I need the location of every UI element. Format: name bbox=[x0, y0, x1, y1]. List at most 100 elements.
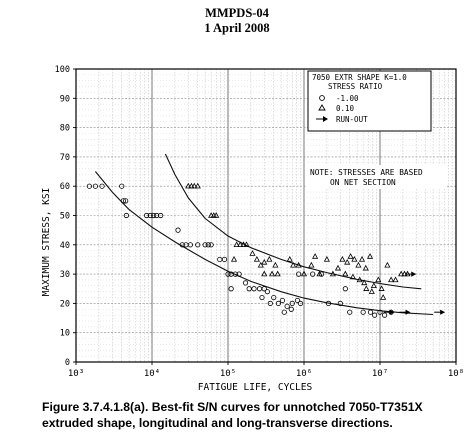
point-triangle bbox=[272, 261, 279, 268]
point-triangle bbox=[191, 182, 198, 189]
point-circle bbox=[284, 303, 290, 309]
legend-triangle-icon bbox=[318, 104, 326, 111]
legend-entry-circle: -1.00 bbox=[336, 94, 359, 103]
point-circle bbox=[232, 271, 238, 277]
y-tick-label: 40 bbox=[60, 241, 70, 251]
point-triangle bbox=[253, 256, 260, 262]
point-circle bbox=[120, 198, 126, 204]
point-triangle bbox=[249, 250, 256, 256]
point-circle bbox=[289, 300, 295, 306]
point-runout-arrow bbox=[434, 309, 446, 315]
document-id: MMPDS-04 bbox=[205, 6, 269, 20]
point-triangle bbox=[384, 261, 391, 268]
y-axis-label: MAXIMUM STRESS, KSI bbox=[41, 188, 52, 297]
y-tick-label: 70 bbox=[60, 153, 70, 163]
document-date: 1 April 2008 bbox=[204, 21, 270, 35]
legend-arrow-icon bbox=[316, 116, 328, 122]
y-tick-label: 30 bbox=[60, 270, 70, 280]
figure-caption: Figure 3.7.4.1.8(a). Best-fit S/N curves… bbox=[42, 399, 472, 431]
point-triangle bbox=[380, 294, 387, 300]
y-tick-label: 0 bbox=[65, 358, 70, 368]
point-triangle bbox=[268, 270, 276, 277]
point-triangle bbox=[188, 182, 195, 189]
point-circle bbox=[246, 286, 252, 292]
legend-entry-triangle: 0.10 bbox=[336, 104, 355, 113]
point-triangle bbox=[237, 241, 244, 247]
point-triangle bbox=[366, 253, 374, 259]
legend-title-1: 7050 EXTR SHAPE K=1.0 bbox=[312, 73, 407, 82]
point-circle bbox=[187, 242, 193, 248]
point-circle bbox=[275, 300, 281, 306]
point-triangle bbox=[290, 261, 297, 268]
point-circle bbox=[337, 300, 343, 306]
point-triangle bbox=[308, 261, 315, 268]
point-circle bbox=[158, 212, 164, 219]
point-circle bbox=[205, 242, 211, 248]
point-circle bbox=[99, 183, 105, 189]
y-tick-label: 60 bbox=[60, 182, 70, 192]
point-triangle bbox=[347, 253, 354, 259]
point-triangle bbox=[342, 270, 349, 277]
y-tick-label: 20 bbox=[60, 299, 70, 309]
point-triangle bbox=[286, 256, 293, 262]
net-section-note: NOTE: STRESSES ARE BASED ON NET SECTION bbox=[306, 165, 446, 189]
point-circle bbox=[86, 183, 92, 189]
point-triangle bbox=[274, 270, 281, 277]
point-triangle bbox=[300, 270, 308, 277]
point-circle bbox=[202, 242, 208, 248]
point-triangle bbox=[392, 276, 399, 283]
point-circle bbox=[195, 242, 201, 248]
y-tick-label: 100 bbox=[55, 65, 70, 75]
point-triangle bbox=[351, 256, 358, 262]
point-triangle bbox=[370, 282, 377, 289]
point-triangle bbox=[339, 256, 346, 262]
y-tick-label: 50 bbox=[60, 212, 70, 222]
best-fit-curve bbox=[94, 171, 434, 316]
point-circle bbox=[281, 309, 287, 315]
point-runout-arrow bbox=[405, 271, 417, 277]
legend-circle-icon bbox=[319, 95, 325, 101]
point-triangle bbox=[257, 261, 264, 268]
x-tick-label: 10³ bbox=[68, 369, 84, 379]
point-circle bbox=[382, 312, 388, 318]
legend-title-2: STRESS RATIO bbox=[328, 82, 383, 91]
point-triangle bbox=[194, 182, 201, 189]
point-circle bbox=[92, 183, 99, 189]
best-fit-curves bbox=[94, 153, 434, 316]
point-triangle bbox=[230, 256, 238, 262]
point-triangle bbox=[344, 258, 351, 265]
point-triangle bbox=[349, 273, 356, 280]
point-circle bbox=[264, 289, 271, 295]
point-circle bbox=[271, 294, 277, 301]
point-circle bbox=[151, 212, 157, 219]
point-circle bbox=[297, 300, 304, 306]
point-circle bbox=[144, 212, 150, 219]
point-circle bbox=[267, 300, 273, 306]
point-triangle bbox=[358, 256, 366, 262]
y-tick-label: 10 bbox=[60, 329, 70, 339]
y-tick-label: 80 bbox=[60, 124, 70, 134]
point-triangle bbox=[329, 270, 336, 277]
x-tick-label: 10⁷ bbox=[372, 369, 388, 379]
point-triangle bbox=[266, 256, 273, 262]
caption-line-2: extruded shape, longitudinal and long-tr… bbox=[42, 416, 393, 430]
point-circle bbox=[119, 183, 125, 189]
point-triangle bbox=[398, 270, 405, 277]
point-circle bbox=[242, 280, 249, 286]
point-circle bbox=[377, 309, 383, 315]
point-triangle bbox=[356, 276, 363, 283]
point-triangle bbox=[213, 212, 220, 218]
point-circle bbox=[372, 312, 378, 318]
point-circle bbox=[261, 286, 267, 292]
point-circle bbox=[325, 300, 332, 306]
point-triangle bbox=[368, 288, 375, 294]
caption-line-1: Figure 3.7.4.1.8(a). Best-fit S/N curves… bbox=[42, 400, 423, 414]
point-circle bbox=[347, 309, 353, 315]
point-circle bbox=[251, 286, 257, 292]
point-circle bbox=[279, 297, 286, 304]
point-circle bbox=[228, 286, 234, 292]
point-circle bbox=[310, 271, 316, 277]
x-axis-label: FATIGUE LIFE, CYCLES bbox=[198, 382, 313, 393]
point-triangle bbox=[295, 261, 302, 268]
